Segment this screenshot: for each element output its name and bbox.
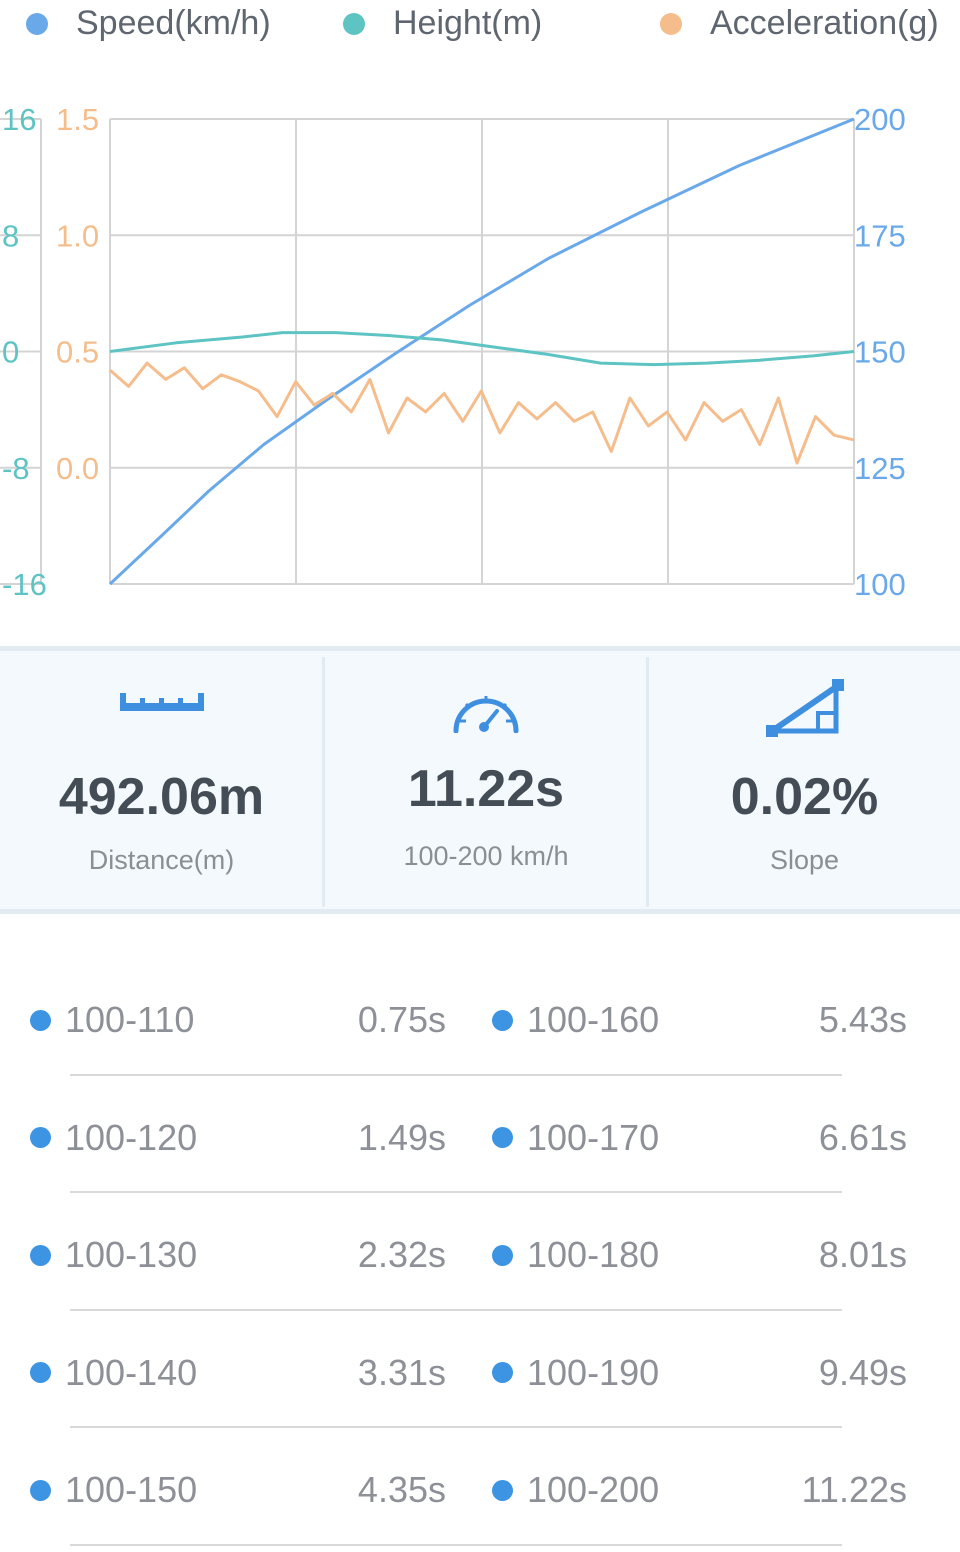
height-tick-label: 0 [2,335,19,370]
row-divider [70,1543,842,1546]
acceleration-tick-label: 1.0 [56,218,99,253]
acceleration-tick-label: 1.5 [56,102,99,137]
slope-label: Slope [769,845,840,875]
split-time: 2.32s [357,1234,446,1275]
bullet-icon [492,1362,513,1383]
split-item[interactable]: 100-130 [30,1234,198,1275]
acceleration-line [109,361,855,465]
height-tick-label: 8 [2,218,19,253]
split-range: 100-110 [65,999,195,1040]
bullet-icon [30,1362,51,1383]
bullet-icon [30,1127,51,1148]
split-range: 100-130 [65,1234,198,1275]
legend-item-speed[interactable]: Speed(km/h) [26,4,271,43]
height-tick-label: -8 [2,451,30,486]
slope-icon [765,677,844,744]
split-times-list: 100-110 0.75s 100-160 5.43s 100-120 1.49… [0,962,960,1550]
split-range: 100-170 [527,1116,660,1158]
split-item[interactable]: 100-200 [492,1469,660,1510]
split-row: 100-140 3.31s 100-190 9.49s [0,1315,960,1433]
split-item[interactable]: 100-180 [492,1234,660,1275]
chart-legend: Speed(km/h) Height(m) Acceleration(g) [0,0,960,48]
bullet-icon [492,1127,513,1148]
acceleration-tick-label: 0.5 [56,335,99,370]
split-time: 5.43s [818,999,907,1040]
bullet-icon [30,1244,51,1266]
stat-distance: 492.06m Distance(m) [0,651,323,909]
legend-item-height[interactable]: Height(m) [343,4,542,43]
split-item[interactable]: 100-120 [30,1116,198,1158]
split-item[interactable]: 100-140 [30,1351,198,1393]
split-item[interactable]: 100-110 [30,999,195,1040]
speed-tick-label: 125 [854,451,906,486]
split-row: 100-120 1.49s 100-170 6.61s [0,1080,960,1198]
distance-value: 492.06m [58,768,265,826]
row-divider [70,1073,842,1076]
ruler-icon [119,691,204,718]
split-time: 11.22s [801,1469,907,1510]
acceleration-tick-label: 0.0 [56,451,99,486]
split-range: 100-190 [527,1351,660,1393]
legend-label-height: Height(m) [393,4,543,42]
time-value: 11.22s [407,760,565,818]
split-range: 100-140 [65,1351,198,1393]
speedometer-icon [451,687,521,738]
legend-label-acceleration: Acceleration(g) [710,4,939,42]
split-item[interactable]: 100-190 [492,1351,660,1393]
summary-stats: 492.06m Distance(m) 11.22s 100-200 km/h [0,646,960,914]
row-divider [70,1191,842,1193]
acceleration-chart: 16 8 0 -8 -16 1.5 1.0 0.5 0.0 200 175 150 125 100 [0,102,906,600]
split-range: 100-160 [527,999,660,1040]
split-range: 100-120 [65,1116,198,1158]
split-range: 100-180 [527,1234,660,1275]
distance-label: Distance(m) [88,845,235,875]
stat-slope: 0.02% Slope [649,651,960,909]
legend-item-acceleration[interactable]: Acceleration(g) [660,4,939,43]
legend-label-speed: Speed(km/h) [76,4,271,42]
stats-divider [646,657,649,907]
legend-dot-speed [26,12,48,35]
split-item[interactable]: 100-150 [30,1469,198,1510]
height-tick-label: 16 [2,102,36,137]
row-divider [70,1308,842,1311]
bullet-icon [492,1244,513,1266]
bullet-icon [492,1479,513,1501]
height-tick-label: -16 [2,567,47,600]
time-label: 100-200 km/h [403,841,569,871]
split-item[interactable]: 100-170 [492,1116,660,1158]
split-range: 100-150 [65,1469,198,1510]
split-row: 100-130 2.32s 100-180 8.01s [0,1197,960,1315]
height-line [109,331,855,367]
split-row: 100-150 4.35s 100-200 11.22s [0,1432,960,1550]
speed-tick-label: 150 [854,335,906,370]
stats-divider [322,657,325,907]
slope-value: 0.02% [730,768,879,826]
speed-tick-label: 200 [854,102,906,137]
split-range: 100-200 [527,1469,660,1510]
split-time: 8.01s [818,1234,907,1275]
split-row: 100-110 0.75s 100-160 5.43s [0,962,960,1080]
speed-line [108,117,855,586]
row-divider [70,1426,842,1428]
bullet-icon [30,1009,51,1031]
legend-dot-height [343,12,365,35]
split-time: 9.49s [818,1351,907,1393]
stat-time: 11.22s 100-200 km/h [326,651,646,909]
split-time: 1.49s [357,1116,446,1158]
split-time: 0.75s [357,999,446,1040]
bullet-icon [492,1009,513,1031]
split-time: 6.61s [818,1116,907,1158]
speed-tick-label: 175 [854,218,906,253]
bullet-icon [30,1479,51,1501]
legend-dot-acceleration [660,12,682,35]
speed-tick-label: 100 [854,567,906,600]
split-time: 3.31s [357,1351,446,1393]
split-item[interactable]: 100-160 [492,999,660,1040]
split-time: 4.35s [357,1469,446,1510]
